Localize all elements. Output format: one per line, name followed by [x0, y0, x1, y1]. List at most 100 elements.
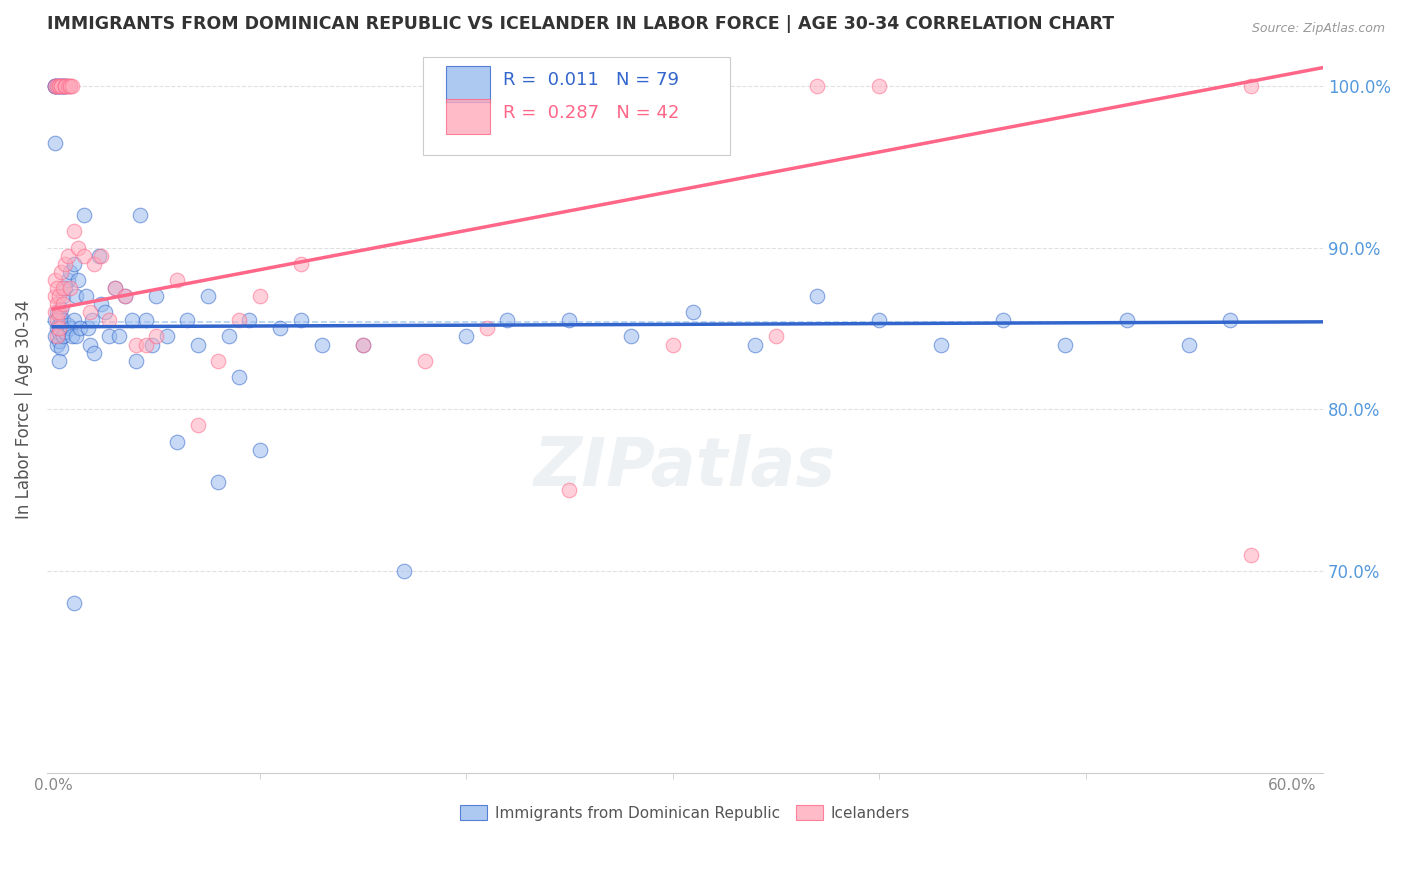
Point [352, 337, 374, 351]
Point [52, 313, 75, 327]
Point [44, 78, 66, 93]
Point [55, 325, 77, 339]
Point [62, 596, 84, 610]
Point [121, 313, 143, 327]
Point [48, 289, 70, 303]
Point [1178, 337, 1201, 351]
Point [48, 334, 70, 349]
Point [197, 289, 219, 303]
Point [62, 224, 84, 238]
Point [207, 475, 229, 489]
Point [46, 297, 69, 311]
Point [44, 78, 66, 93]
Point [290, 257, 312, 271]
Point [52, 329, 75, 343]
Point [1240, 548, 1263, 562]
Point [392, 564, 415, 578]
Point [48, 309, 70, 323]
Point [46, 313, 69, 327]
Point [46, 321, 69, 335]
FancyBboxPatch shape [446, 66, 489, 102]
Point [48, 318, 70, 333]
Text: R =  0.287   N = 42: R = 0.287 N = 42 [502, 103, 679, 122]
Point [59, 78, 82, 93]
Point [46, 78, 69, 93]
Point [806, 289, 828, 303]
Point [114, 289, 136, 303]
Point [166, 434, 188, 449]
Y-axis label: In Labor Force | Age 30-34: In Labor Force | Age 30-34 [15, 300, 32, 519]
Point [1053, 337, 1076, 351]
Point [59, 321, 82, 335]
Point [238, 313, 260, 327]
Point [56, 78, 79, 93]
Point [166, 273, 188, 287]
Point [69, 321, 91, 335]
FancyBboxPatch shape [446, 99, 489, 135]
Point [56, 318, 79, 333]
Point [311, 337, 333, 351]
Point [145, 329, 167, 343]
Point [868, 313, 890, 327]
Point [75, 289, 97, 303]
Point [682, 305, 704, 319]
Point [125, 353, 148, 368]
Point [51, 78, 73, 93]
Point [87, 249, 110, 263]
Point [141, 337, 163, 351]
Point [765, 329, 787, 343]
Point [83, 257, 105, 271]
Point [56, 249, 79, 263]
Point [51, 78, 73, 93]
Point [83, 345, 105, 359]
Point [104, 281, 127, 295]
Point [228, 370, 250, 384]
Point [290, 313, 312, 327]
Point [59, 281, 82, 295]
Point [51, 78, 73, 93]
Point [48, 78, 70, 93]
Point [744, 337, 766, 351]
Point [66, 273, 89, 287]
Point [90, 249, 112, 263]
Text: ZIPatlas: ZIPatlas [534, 434, 837, 500]
Point [1219, 313, 1241, 327]
Point [51, 265, 73, 279]
Point [60, 329, 83, 343]
Point [62, 257, 84, 271]
Point [65, 329, 87, 343]
Point [52, 78, 75, 93]
Point [56, 78, 79, 93]
Point [868, 78, 890, 93]
Point [44, 136, 66, 150]
Point [156, 329, 179, 343]
Point [249, 289, 271, 303]
Point [48, 78, 70, 93]
Point [44, 78, 66, 93]
Point [187, 337, 209, 351]
Point [135, 337, 157, 351]
Point [558, 483, 581, 497]
Point [79, 305, 101, 319]
Point [44, 305, 66, 319]
Point [44, 273, 66, 287]
Point [55, 78, 77, 93]
Point [82, 313, 104, 327]
Point [456, 329, 478, 343]
Point [218, 329, 240, 343]
Point [558, 313, 581, 327]
Point [48, 305, 70, 319]
FancyBboxPatch shape [423, 56, 730, 154]
Point [48, 78, 70, 93]
Point [65, 289, 87, 303]
Point [55, 78, 77, 93]
Point [44, 78, 66, 93]
Point [55, 257, 77, 271]
Point [55, 78, 77, 93]
Point [114, 289, 136, 303]
Text: IMMIGRANTS FROM DOMINICAN REPUBLIC VS ICELANDER IN LABOR FORCE | AGE 30-34 CORRE: IMMIGRANTS FROM DOMINICAN REPUBLIC VS IC… [46, 15, 1114, 33]
Point [46, 305, 69, 319]
Point [207, 353, 229, 368]
Point [108, 329, 131, 343]
Point [46, 281, 69, 295]
